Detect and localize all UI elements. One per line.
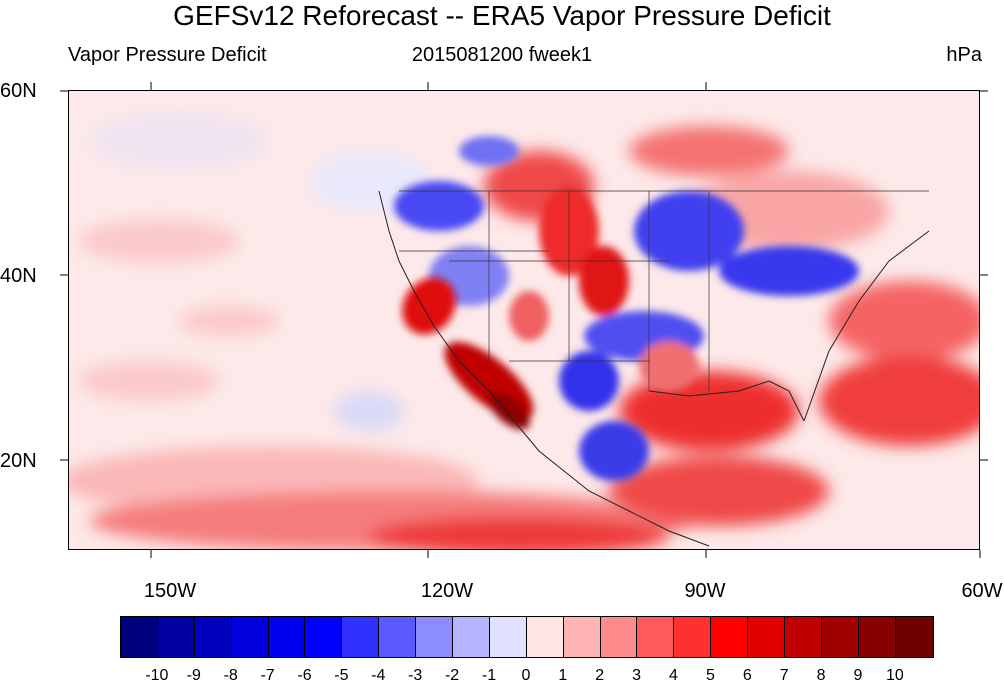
date-label: 2015081200 fweek1 [411, 44, 593, 66]
colorbar-box [785, 617, 822, 657]
coastline-east [803, 230, 930, 422]
colorbar-label: 10 [885, 667, 904, 684]
colorbar-label: 4 [669, 667, 678, 684]
colorbar-label: 6 [742, 667, 752, 684]
lon-label-90w: 90W [684, 580, 726, 602]
lat-label-20n: 20N [0, 450, 37, 472]
colorbar-box [489, 617, 527, 657]
coastline-west [378, 190, 710, 547]
colorbar [120, 616, 934, 658]
colorbar-box [563, 617, 601, 657]
colorbar-label: 0 [521, 667, 531, 684]
colorbar-box [379, 617, 417, 657]
colorbar-box [342, 617, 380, 657]
lon-label-60w: 60W [961, 580, 1003, 602]
lat-label-40n: 40N [0, 265, 37, 287]
colorbar-box [416, 617, 454, 657]
colorbar-box [268, 617, 306, 657]
colorbar-label: -6 [297, 667, 312, 684]
colorbar-label: -1 [481, 667, 497, 684]
colorbar-label: 8 [816, 667, 826, 684]
colorbar-label: 9 [853, 667, 863, 684]
political-borders [399, 190, 929, 391]
colorbar-label: -5 [334, 667, 349, 684]
colorbar-box [637, 617, 675, 657]
colorbar-box [453, 617, 490, 657]
canada-field [484, 126, 979, 526]
coastline-gulf [648, 380, 805, 422]
colorbar-box [231, 617, 269, 657]
colorbar-label: 2 [595, 667, 605, 684]
colorbar-box [748, 617, 786, 657]
conus-field [394, 136, 859, 481]
lon-label-150w: 150W [143, 580, 197, 602]
colorbar-box [821, 617, 859, 657]
units-label: hPa [946, 44, 982, 66]
map-panel [68, 90, 980, 550]
colorbar-box [157, 617, 195, 657]
colorbar-box [674, 617, 712, 657]
colorbar-label: 1 [558, 667, 568, 684]
colorbar-label: 3 [632, 667, 642, 684]
lat-label-60n: 60N [0, 80, 37, 102]
colorbar-label: -7 [260, 667, 275, 684]
colorbar-label: -8 [223, 667, 238, 684]
variable-label: Vapor Pressure Deficit [68, 44, 267, 66]
vpd-field [69, 91, 979, 549]
colorbar-label: -10 [145, 667, 169, 684]
colorbar-label: -2 [444, 667, 460, 684]
baja-field [402, 277, 534, 430]
colorbar-label: -4 [371, 667, 386, 684]
figure-title: GEFSv12 Reforecast -- ERA5 Vapor Pressur… [173, 0, 831, 31]
colorbar-box [121, 617, 158, 657]
colorbar-label: 7 [779, 667, 789, 684]
colorbar-box [895, 617, 933, 657]
colorbar-box [711, 617, 749, 657]
colorbar-box [194, 617, 232, 657]
colorbar-label: 5 [705, 667, 715, 684]
colorbar-box [305, 617, 343, 657]
colorbar-label: -9 [186, 667, 201, 684]
colorbar-box [858, 617, 896, 657]
lon-label-120w: 120W [420, 580, 474, 602]
colorbar-box [600, 617, 638, 657]
colorbar-box [526, 617, 564, 657]
colorbar-label: -3 [408, 667, 423, 684]
